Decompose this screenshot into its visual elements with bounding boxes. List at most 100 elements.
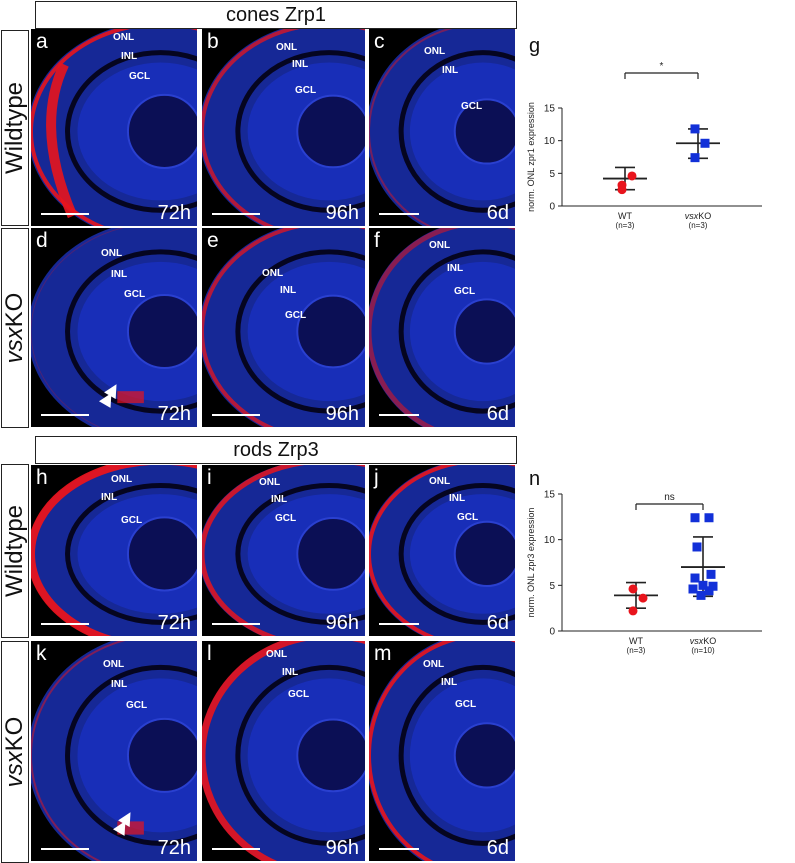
retina-image	[202, 228, 365, 427]
data-point	[706, 569, 716, 579]
scale-bar	[379, 414, 419, 416]
panel-a: a ONL INL GCL 72h	[31, 29, 197, 226]
lens	[453, 298, 515, 365]
retina-image	[31, 228, 197, 427]
panel-f: f ONL INL GCL 6d	[369, 228, 515, 427]
data-point	[628, 606, 638, 616]
panel-letter: f	[374, 229, 380, 252]
scale-bar	[212, 623, 260, 625]
scale-bar	[379, 623, 419, 625]
x-group-n: (n=3)	[689, 221, 708, 230]
panel-letter: c	[374, 30, 385, 53]
ipl-band	[398, 483, 515, 625]
panel-time: 96h	[325, 612, 359, 634]
layer-label-gcl: GCL	[126, 700, 148, 711]
panel-d: d ONL INL GCL 72h ▶▶	[31, 228, 197, 427]
ipl-band	[235, 249, 365, 414]
scale-bar	[41, 414, 89, 416]
layer-label-onl: ONL	[423, 659, 445, 670]
layer-label-gcl: GCL	[288, 689, 310, 700]
ipl-band	[398, 249, 515, 414]
y-axis-label: norm. ONL zpr3 expression	[526, 508, 536, 618]
panel-time: 6d	[486, 837, 509, 859]
ipl-band	[398, 50, 515, 213]
panel-h: h ONL INL GCL 72h	[31, 465, 197, 636]
layer-label-onl: ONL	[113, 32, 135, 43]
layer-label-gcl: GCL	[457, 512, 479, 523]
ipl-band	[235, 483, 365, 625]
layer-label-inl: INL	[447, 263, 464, 274]
scale-bar	[212, 848, 260, 850]
layer-label-gcl: GCL	[129, 71, 151, 82]
layer-label-onl: ONL	[429, 240, 451, 251]
layer-label-onl: ONL	[111, 474, 133, 485]
red-patch	[117, 821, 144, 835]
ipl-band	[235, 664, 365, 846]
panel-letter: i	[207, 466, 212, 489]
x-group-n: (n=3)	[616, 221, 635, 230]
y-tick-label: 10	[544, 535, 556, 546]
x-group-n: (n=3)	[627, 646, 646, 655]
panel-time: 6d	[486, 403, 509, 425]
retina-image	[31, 465, 197, 636]
data-point	[627, 171, 637, 181]
chart-g: g 0 5 10 15 norm. ONL zpr1 expression WT (n=3)…	[525, 35, 795, 245]
chart-n: n 0 5 10 15 norm. ONL zpr3 expression WT (n=3)…	[525, 468, 795, 668]
x-group-label: WT	[618, 211, 632, 221]
red-patch	[117, 391, 144, 404]
lens	[126, 717, 197, 793]
ipl-band	[65, 483, 197, 625]
panel-time: 72h	[157, 612, 191, 634]
layer-label-gcl: GCL	[275, 513, 297, 524]
layer-label-gcl: GCL	[121, 515, 143, 526]
lens	[126, 93, 197, 169]
y-tick-label: 0	[549, 202, 555, 213]
data-point	[688, 584, 698, 594]
y-tick-label: 5	[549, 169, 555, 180]
layer-label-onl: ONL	[424, 46, 446, 57]
panel-time: 72h	[157, 202, 191, 224]
panel-letter: l	[207, 642, 212, 665]
layer-label-onl: ONL	[101, 248, 123, 259]
data-point	[700, 138, 710, 148]
row-label-wildtype-bottom: Wildtype	[1, 464, 29, 638]
y-tick-label: 15	[544, 104, 556, 115]
panel-l: l ONL INL GCL 96h	[202, 641, 365, 861]
scale-bar	[212, 414, 260, 416]
panel-time: 96h	[325, 837, 359, 859]
chart-n-plot: 0 5 10 15 norm. ONL zpr3 expression WT(n=3) vs…	[526, 490, 762, 655]
panel-c: c ONL INL GCL 6d	[369, 29, 515, 226]
layer-label-inl: INL	[271, 494, 288, 505]
y-tick-label: 0	[549, 627, 555, 638]
retina-image	[31, 29, 197, 226]
lens	[453, 98, 515, 165]
data-point	[690, 153, 700, 163]
scale-bar	[41, 623, 89, 625]
panel-k: k ONL INL GCL 72h ▶▶	[31, 641, 197, 861]
layer-label-onl: ONL	[429, 476, 451, 487]
retina-image	[202, 641, 365, 861]
layer-label-onl: ONL	[262, 268, 284, 279]
lens	[453, 520, 515, 588]
retina-image	[202, 465, 365, 636]
x-group-label: vsxKO	[685, 211, 712, 221]
data-point	[704, 586, 714, 596]
layer-label-onl: ONL	[259, 477, 281, 488]
panel-time: 72h	[157, 837, 191, 859]
chart-letter-n: n	[529, 468, 541, 490]
significance-label: ns	[664, 492, 675, 503]
ipl-band	[65, 50, 197, 213]
layer-label-gcl: GCL	[461, 101, 483, 112]
layer-label-inl: INL	[121, 51, 138, 62]
y-axis-label: norm. ONL zpr1 expression	[526, 102, 536, 212]
y-tick-label: 5	[549, 581, 555, 592]
panel-letter: a	[36, 30, 48, 53]
panel-letter: m	[374, 642, 392, 665]
lens	[296, 294, 365, 369]
panel-time: 6d	[486, 612, 509, 634]
lens	[296, 94, 365, 169]
layer-label-onl: ONL	[266, 649, 288, 660]
panel-j: j ONL INL GCL 6d	[369, 465, 515, 636]
panel-time: 96h	[325, 403, 359, 425]
